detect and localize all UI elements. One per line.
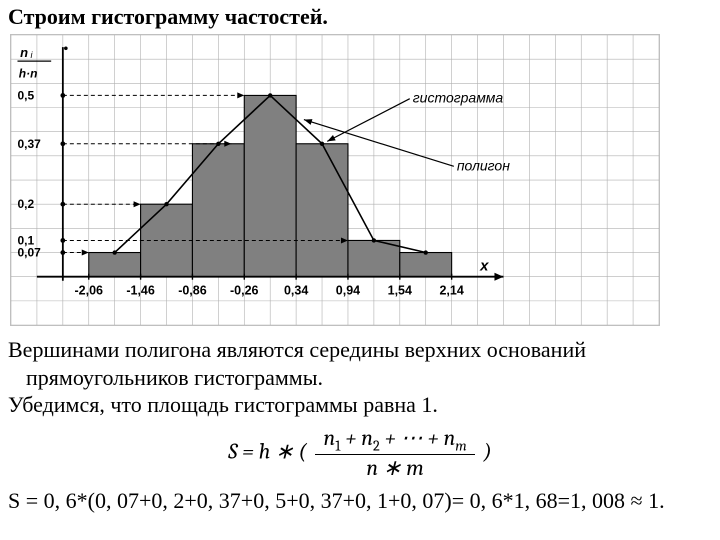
- page-title: Строим гистограмму частостей.: [8, 4, 712, 30]
- histogram-chart: nih·n0,50,370,20,10,07-2,06-1,46-0,86-0,…: [10, 34, 660, 326]
- svg-text:полигон: полигон: [457, 157, 510, 173]
- svg-text:-0,26: -0,26: [230, 284, 259, 298]
- svg-text:гистограмма: гистограмма: [413, 90, 504, 106]
- svg-text:-2,06: -2,06: [75, 284, 104, 298]
- para-1-line-2: прямоугольников гистограммы.: [8, 364, 712, 392]
- calc-line: S = 0, 6*(0, 07+0, 2+0, 37+0, 5+0, 37+0,…: [8, 487, 712, 515]
- formula-rhs: ): [484, 438, 492, 464]
- svg-text:0,37: 0,37: [17, 137, 41, 151]
- svg-text:0,07: 0,07: [17, 246, 41, 260]
- svg-text:0,2: 0,2: [17, 197, 34, 211]
- svg-text:h·n: h·n: [19, 66, 38, 80]
- svg-text:0,94: 0,94: [336, 284, 360, 298]
- svg-text:n: n: [20, 45, 28, 60]
- formula-denominator: n ∗ m: [315, 455, 474, 481]
- svg-text:1,54: 1,54: [388, 284, 412, 298]
- chart-svg: nih·n0,50,370,20,10,07-2,06-1,46-0,86-0,…: [11, 35, 659, 325]
- formula-fraction: n1 + n2 + ⋯ + nm n ∗ m: [315, 425, 474, 481]
- formula-numerator: n1 + n2 + ⋯ + nm: [315, 425, 474, 455]
- svg-text:0,34: 0,34: [284, 284, 308, 298]
- svg-text:x: x: [479, 258, 489, 275]
- svg-text:-0,86: -0,86: [178, 284, 207, 298]
- formula-lhs: S = h ∗ (: [228, 438, 306, 464]
- svg-text:i: i: [30, 50, 33, 60]
- svg-text:2,14: 2,14: [439, 284, 463, 298]
- area-formula: S = h ∗ ( n1 + n2 + ⋯ + nm n ∗ m ): [8, 425, 712, 481]
- para-2: Убедимся, что площадь гистограммы равна …: [8, 391, 712, 419]
- body-text: Вершинами полигона являются середины вер…: [8, 336, 712, 419]
- svg-text:0,5: 0,5: [17, 88, 34, 102]
- svg-text:-1,46: -1,46: [126, 284, 155, 298]
- para-1-line-1: Вершинами полигона являются середины вер…: [8, 336, 712, 364]
